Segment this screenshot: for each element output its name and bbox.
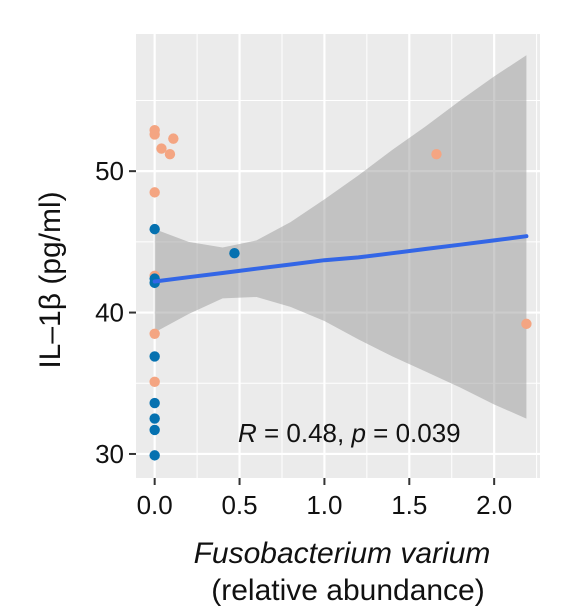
regression-line [152, 234, 529, 284]
x-axis-title-line2: (relative abundance) [211, 574, 485, 607]
correlation-annotation: R = 0.48, p = 0.039 [238, 418, 461, 448]
x-tick-label: 0.0 [137, 490, 173, 520]
data-point [431, 148, 442, 160]
data-point [164, 148, 176, 160]
data-point [149, 187, 160, 198]
data-point [229, 247, 240, 259]
data-point [149, 376, 160, 388]
y-tick-labels: 30 40 50 [95, 156, 124, 469]
data-point [168, 133, 179, 144]
y-tick-label: 30 [95, 439, 124, 469]
r-symbol: R [238, 418, 257, 448]
axis-ticks [129, 170, 496, 485]
data-points [149, 124, 532, 461]
data-point [149, 129, 160, 140]
data-point [149, 397, 160, 409]
data-point [149, 328, 160, 339]
x-tick-label: 2.0 [476, 490, 512, 520]
data-point [149, 223, 160, 235]
data-point [149, 450, 160, 461]
y-axis-title: IL–1β (pg/ml) [34, 191, 67, 368]
r-value: = 0.48, [257, 418, 352, 448]
p-value: = 0.039 [366, 418, 461, 448]
x-tick-label: 0.5 [221, 490, 257, 520]
p-symbol: p [350, 418, 365, 448]
x-tick-label: 1.0 [306, 490, 342, 520]
x-axis-title-line1: Fusobacterium varium [194, 537, 491, 570]
y-tick-label: 40 [95, 298, 124, 328]
x-tick-labels: 0.0 0.5 1.0 1.5 2.0 [137, 490, 513, 520]
data-point [149, 413, 160, 424]
x-tick-label: 1.5 [391, 490, 427, 520]
y-tick-label: 50 [95, 156, 124, 186]
data-point [149, 351, 160, 362]
data-point [521, 318, 532, 330]
data-point [156, 143, 167, 154]
confidence-band [154, 55, 527, 419]
data-point [149, 424, 160, 436]
